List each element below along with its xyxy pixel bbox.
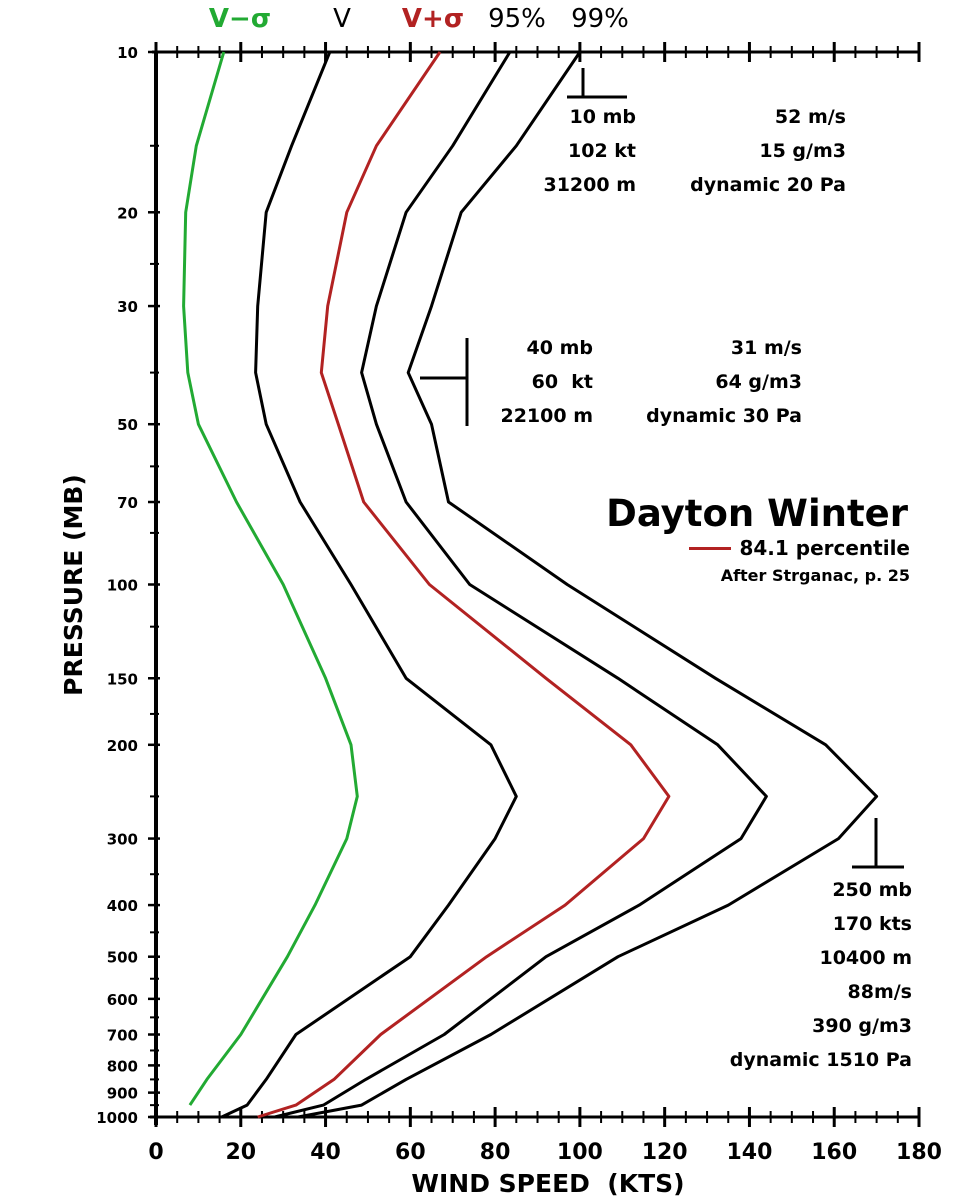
y-tick-label: 300 bbox=[107, 831, 138, 849]
series-top-label: V bbox=[333, 4, 351, 34]
annotation-line: 10400 m bbox=[819, 947, 912, 969]
annotation-line: 390 g/m3 bbox=[812, 1015, 912, 1037]
y-axis-label: PRESSURE (MB) bbox=[59, 474, 88, 696]
y-tick-label: 10 bbox=[117, 44, 138, 62]
y-tick-label: 200 bbox=[107, 737, 138, 755]
annotation-line: 250 mb bbox=[832, 879, 912, 901]
x-tick-label: 160 bbox=[811, 1140, 857, 1165]
y-tick-label: 1000 bbox=[96, 1109, 138, 1127]
x-tick-label: 60 bbox=[395, 1140, 426, 1165]
axis-ticks: 0 20 40 60 80 100 120 140 160 180 10 20 30 50 70 100 150… bbox=[96, 42, 942, 1165]
x-axis-label: WIND SPEED (KTS) bbox=[411, 1169, 684, 1198]
x-tick-label: 40 bbox=[310, 1140, 341, 1165]
chart-title: Dayton Winter bbox=[606, 492, 908, 535]
y-tick-label: 30 bbox=[117, 298, 138, 316]
source-note: After Strganac, p. 25 bbox=[720, 566, 910, 585]
annotation-10mb-left: 10 mb 102 kt 31200 m bbox=[540, 100, 636, 202]
annotation-40mb-left: 40 mb 60 kt 22100 m bbox=[470, 331, 593, 433]
y-tick-label: 150 bbox=[107, 670, 138, 688]
series-line-p95 bbox=[274, 51, 768, 1119]
y-tick-label: 100 bbox=[107, 577, 138, 595]
y-tick-label: 500 bbox=[107, 949, 138, 967]
x-tick-label: 180 bbox=[896, 1140, 942, 1165]
x-tick-label: 140 bbox=[726, 1140, 772, 1165]
x-tick-label: 80 bbox=[480, 1140, 511, 1165]
annotation-line: 170 kts bbox=[832, 913, 912, 935]
series-lines bbox=[182, 51, 879, 1119]
series-top-label: 95% bbox=[488, 4, 546, 34]
annotation-line: 52 m/s bbox=[774, 106, 846, 128]
legend-swatch-84-1 bbox=[689, 546, 732, 550]
annotation-line: 102 kt bbox=[568, 140, 636, 162]
annotation-line: 10 mb bbox=[569, 106, 636, 128]
y-tick-label: 700 bbox=[107, 1027, 138, 1045]
annotation-line: 64 g/m3 bbox=[715, 371, 802, 393]
y-tick-label: 600 bbox=[107, 991, 138, 1009]
series-top-label: V+σ bbox=[401, 4, 465, 34]
legend-label-84-1: 84.1 percentile bbox=[739, 536, 910, 560]
annotation-line: 15 g/m3 bbox=[759, 140, 846, 162]
series-line-p99 bbox=[297, 51, 879, 1119]
x-tick-label: 20 bbox=[225, 1140, 256, 1165]
series-top-label: V−σ bbox=[208, 4, 272, 34]
y-tick-label: 800 bbox=[107, 1057, 138, 1075]
y-tick-label: 400 bbox=[107, 897, 138, 915]
annotation-line: dynamic 20 Pa bbox=[690, 174, 846, 196]
annotation-line: 60 kt bbox=[531, 371, 593, 393]
annotation-line: dynamic 30 Pa bbox=[646, 405, 802, 427]
annotation-line: 88m/s bbox=[847, 981, 913, 1003]
annotation-markers bbox=[420, 68, 904, 869]
annotation-line: 31 m/s bbox=[730, 337, 802, 359]
y-tick-label: 20 bbox=[117, 204, 138, 222]
y-tick-label: 50 bbox=[117, 416, 138, 434]
series-top-label: 99% bbox=[571, 4, 629, 34]
annotation-line: 22100 m bbox=[500, 405, 593, 427]
x-tick-label: 100 bbox=[557, 1140, 603, 1165]
annotation-10mb-right: 52 m/s 15 g/m3 dynamic 20 Pa bbox=[650, 100, 846, 202]
annotation-40mb-right: 31 m/s 64 g/m3 dynamic 30 Pa bbox=[610, 331, 802, 433]
y-tick-label: 70 bbox=[117, 494, 138, 512]
x-tick-label: 0 bbox=[148, 1140, 163, 1165]
y-tick-label: 900 bbox=[107, 1085, 138, 1103]
series-line-v-minus-sigma bbox=[182, 51, 359, 1106]
annotation-line: 40 mb bbox=[526, 337, 593, 359]
annotation-line: 31200 m bbox=[543, 174, 636, 196]
x-tick-label: 120 bbox=[642, 1140, 688, 1165]
annotation-line: dynamic 1510 Pa bbox=[729, 1049, 912, 1071]
annotation-250mb: 250 mb 170 kts 10400 m 88m/s 390 g/m3 dy… bbox=[690, 873, 912, 1077]
series-line-v bbox=[221, 51, 518, 1119]
series-line-v-plus-sigma bbox=[257, 51, 671, 1119]
legend: 84.1 percentile bbox=[689, 536, 910, 560]
